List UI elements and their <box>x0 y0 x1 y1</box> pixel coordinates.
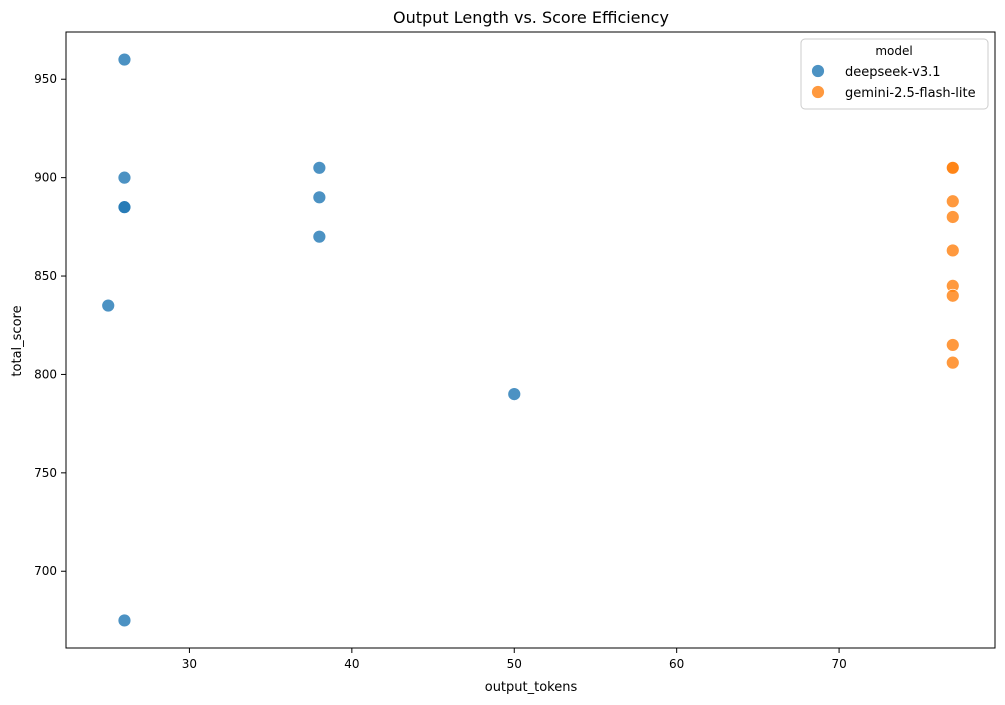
legend-label-gemini-2-5-flash-lite: gemini-2.5-flash-lite <box>845 86 976 101</box>
data-point-deepseek-v3-1 <box>101 298 116 313</box>
data-point-gemini-2-5-flash-lite <box>945 288 960 303</box>
data-points <box>101 52 960 628</box>
data-point-gemini-2-5-flash-lite <box>945 194 960 209</box>
x-tick-label: 70 <box>831 657 846 671</box>
data-point-gemini-2-5-flash-lite <box>945 160 960 175</box>
y-axis-label: total_score <box>10 305 25 376</box>
y-tick-label: 900 <box>34 171 57 185</box>
data-point-deepseek-v3-1 <box>312 229 327 244</box>
data-point-gemini-2-5-flash-lite <box>945 243 960 258</box>
x-tick-label: 40 <box>344 657 359 671</box>
data-point-deepseek-v3-1 <box>312 190 327 205</box>
legend-marker-deepseek-v3-1 <box>811 64 825 78</box>
x-axis-ticks: 30 40 50 60 70 <box>182 648 847 671</box>
data-point-gemini-2-5-flash-lite <box>945 338 960 352</box>
legend: model deepseek-v3.1 gemini-2.5-flash-lite <box>800 38 989 110</box>
y-tick-label: 800 <box>34 367 57 381</box>
data-point-deepseek-v3-1 <box>117 613 132 628</box>
y-tick-label: 850 <box>34 269 57 283</box>
x-tick-label: 60 <box>669 657 684 671</box>
chart-title: Output Length vs. Score Efficiency <box>393 8 669 27</box>
data-point-deepseek-v3-1 <box>312 160 327 175</box>
legend-label-deepseek-v3-1: deepseek-v3.1 <box>845 65 941 80</box>
y-tick-label: 700 <box>34 564 57 578</box>
legend-box <box>800 38 989 110</box>
legend-marker-gemini-2-5-flash-lite <box>811 85 825 99</box>
x-axis-label: output_tokens <box>485 680 578 695</box>
data-point-deepseek-v3-1 <box>117 200 132 215</box>
plot-frame <box>65 31 996 649</box>
data-point-gemini-2-5-flash-lite <box>945 355 960 370</box>
data-point-deepseek-v3-1 <box>117 52 132 67</box>
data-point-gemini-2-5-flash-lite <box>945 210 960 224</box>
y-tick-label: 950 <box>34 72 57 86</box>
legend-title: model <box>875 44 912 58</box>
data-point-deepseek-v3-1 <box>117 170 132 185</box>
x-tick-label: 30 <box>182 657 197 671</box>
y-axis-ticks: 700 750 800 850 900 950 <box>34 72 66 578</box>
legend-items: deepseek-v3.1 gemini-2.5-flash-lite <box>811 64 976 101</box>
y-tick-label: 750 <box>34 466 57 480</box>
data-point-deepseek-v3-1 <box>507 387 522 402</box>
x-tick-label: 50 <box>507 657 522 671</box>
